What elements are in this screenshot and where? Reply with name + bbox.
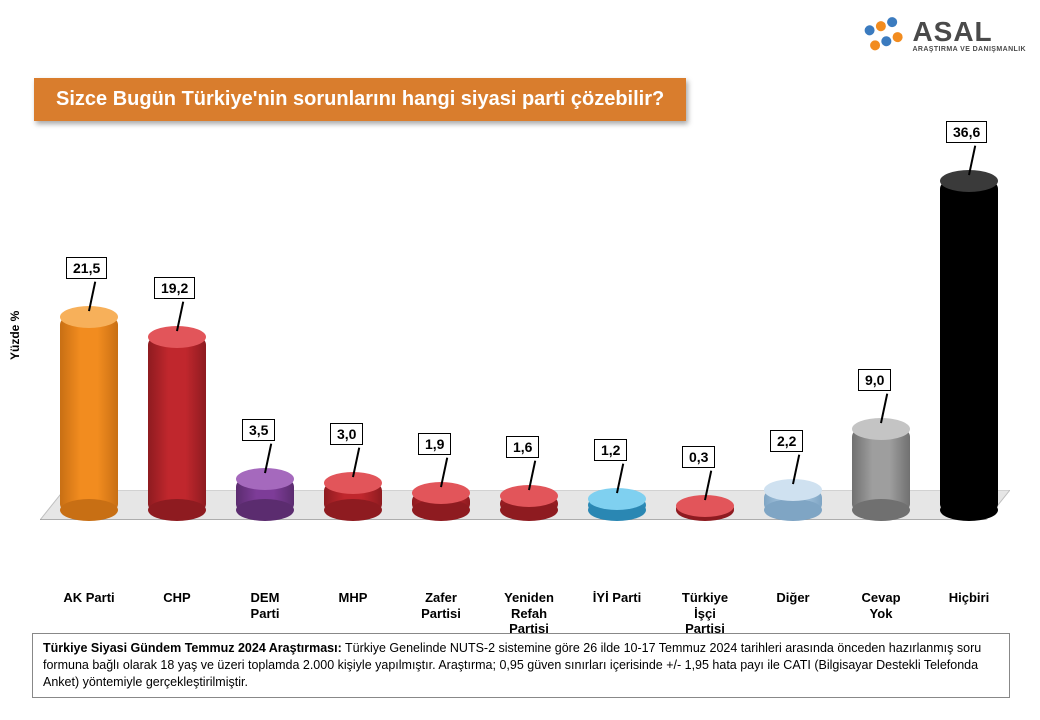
bar: 19,2 [148, 277, 206, 510]
value-label: 19,2 [154, 277, 195, 299]
category-label: MHP [310, 590, 396, 606]
bar: 1,6 [500, 436, 558, 510]
brand-logo: ASAL ARAŞTIRMA VE DANIŞMANLIK [860, 12, 1026, 58]
category-label: CevapYok [838, 590, 924, 621]
category-label: TürkiyeİşçiPartisi [662, 590, 748, 637]
value-label: 2,2 [770, 430, 803, 452]
value-label: 1,6 [506, 436, 539, 458]
bar: 3,5 [236, 419, 294, 511]
chart-title: Sizce Bugün Türkiye'nin sorunlarını hang… [34, 78, 686, 121]
category-label: İYİ Parti [574, 590, 660, 606]
value-label: 9,0 [858, 369, 891, 391]
value-label: 3,5 [242, 419, 275, 441]
bar: 3,0 [324, 423, 382, 510]
bar-chart: Yüzde % 21,519,23,53,01,91,61,20,32,29,0… [40, 120, 1010, 550]
logo-text: ASAL ARAŞTIRMA VE DANIŞMANLIK [912, 18, 1026, 53]
value-label: 21,5 [66, 257, 107, 279]
category-label: Diğer [750, 590, 836, 606]
bar: 0,3 [676, 446, 734, 510]
bar: 21,5 [60, 257, 118, 511]
bar: 1,9 [412, 433, 470, 510]
bar: 1,2 [588, 439, 646, 510]
logo-name: ASAL [912, 18, 1026, 46]
category-label: Hiçbiri [926, 590, 1012, 606]
value-label: 0,3 [682, 446, 715, 468]
value-label: 1,9 [418, 433, 451, 455]
bar: 2,2 [764, 430, 822, 510]
value-label: 3,0 [330, 423, 363, 445]
bars-container: 21,519,23,53,01,91,61,20,32,29,036,6 [40, 150, 1010, 510]
y-axis-label: Yüzde % [8, 311, 22, 360]
category-label: ZaferPartisi [398, 590, 484, 621]
logo-subtitle: ARAŞTIRMA VE DANIŞMANLIK [912, 46, 1026, 53]
bar: 36,6 [940, 121, 998, 510]
category-label: DEMParti [222, 590, 308, 621]
value-label: 1,2 [594, 439, 627, 461]
value-label: 36,6 [946, 121, 987, 143]
logo-mark-icon [860, 12, 906, 58]
footnote-title: Türkiye Siyasi Gündem Temmuz 2024 Araştı… [43, 641, 342, 655]
methodology-footnote: Türkiye Siyasi Gündem Temmuz 2024 Araştı… [32, 633, 1010, 698]
bar: 9,0 [852, 369, 910, 510]
category-label: CHP [134, 590, 220, 606]
category-label: YenidenRefahPartisi [486, 590, 572, 637]
category-label: AK Parti [46, 590, 132, 606]
